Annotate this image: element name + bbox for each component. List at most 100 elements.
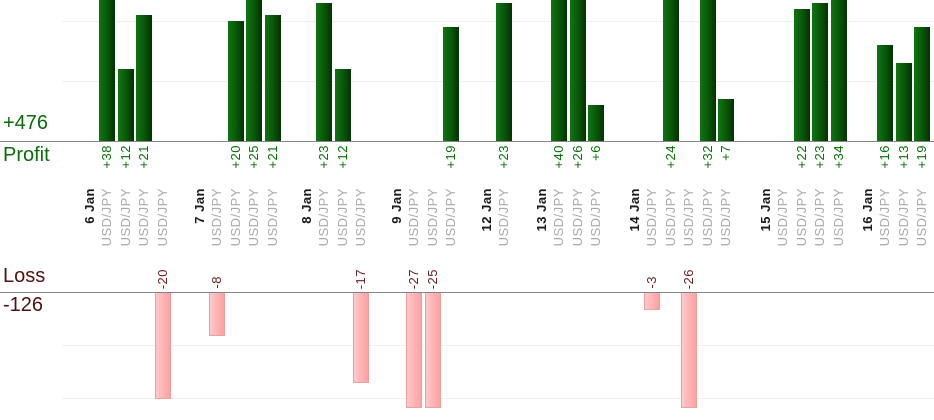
date-group: 16 Jan USD/JPY +16 USD/JPY +13 USD/JPY +19: [860, 0, 932, 420]
profit-value-label: +20: [227, 145, 243, 169]
profit-value-label: +22: [793, 145, 809, 169]
profit-value-label: +13: [895, 145, 911, 169]
gridline: [62, 345, 934, 346]
loss-value-label: -26: [681, 268, 696, 289]
loss-bar: [681, 293, 697, 408]
profit-bar: [718, 99, 734, 141]
profit-value-label: +23: [812, 145, 827, 169]
symbol-label: USD/JPY: [334, 188, 350, 247]
date-label: 13 Jan: [534, 188, 549, 232]
profit-value-label: +24: [662, 145, 678, 169]
date-label: 15 Jan: [758, 188, 773, 232]
profit-bar: [99, 0, 115, 141]
symbol-label: USD/JPY: [662, 188, 678, 247]
symbol-label: USD/JPY: [830, 188, 846, 247]
profit-value-label: +16: [877, 145, 892, 169]
symbol-label: USD/JPY: [227, 188, 243, 247]
profit-value-label: +21: [264, 145, 280, 169]
profit-value-label: +19: [443, 145, 458, 169]
symbol-label: USD/JPY: [443, 188, 458, 247]
profit-bar: [699, 0, 716, 141]
profit-bar: [443, 27, 459, 141]
date-group: 14 Jan USD/JPY -3 USD/JPY +24 USD/JPY -26 USD/J…: [627, 0, 736, 420]
symbol-label: USD/JPY: [551, 188, 566, 247]
loss-value-label: -20: [154, 268, 170, 289]
profit-bar: [334, 69, 351, 141]
date-label: 12 Jan: [479, 188, 494, 232]
symbol-label: USD/JPY: [914, 188, 929, 247]
loss-value-label: -25: [424, 268, 440, 289]
loss-total: -126: [3, 294, 44, 316]
profit-axis-line: [0, 141, 934, 142]
date-group: 8 Jan USD/JPY +23 USD/JPY +12 USD/JPY -17: [299, 0, 371, 420]
symbol-label: USD/JPY: [877, 188, 892, 247]
profit-bar: [136, 15, 152, 141]
profit-bar: [551, 0, 567, 141]
profit-value-label: +19: [914, 145, 929, 169]
date-group: 9 Jan USD/JPY -27 USD/JPY -25 USD/JPY +19: [389, 0, 461, 420]
date-group: 12 Jan USD/JPY +23: [479, 0, 514, 420]
profit-bar: [830, 0, 847, 141]
profit-value-label: +32: [699, 145, 715, 169]
symbol-label: USD/JPY: [496, 188, 511, 247]
profit-value-label: +34: [830, 145, 846, 169]
date-group: 15 Jan USD/JPY USD/JPY +22 USD/JPY +23 USD/JPY…: [758, 0, 848, 420]
symbol-label: USD/JPY: [569, 188, 585, 247]
loss-bar: [406, 293, 422, 408]
loss-bar: [424, 293, 441, 408]
symbol-label: USD/JPY: [136, 188, 151, 247]
profit-value-label: +40: [551, 145, 566, 169]
symbol-label: USD/JPY: [718, 188, 733, 247]
profit-total: +476: [3, 112, 49, 134]
profit-bar: [264, 15, 281, 141]
date-label: 14 Jan: [627, 188, 642, 232]
profit-bar: [316, 3, 332, 141]
symbol-label: USD/JPY: [353, 188, 368, 247]
date-label: 8 Jan: [299, 188, 314, 224]
symbol-label: USD/JPY: [812, 188, 827, 247]
loss-axis-line: [0, 292, 934, 293]
symbol-label: USD/JPY: [644, 188, 659, 247]
symbol-label: USD/JPY: [99, 188, 114, 247]
profit-value-label: +23: [316, 145, 331, 169]
profit-value-label: +38: [99, 145, 114, 169]
profit-bar: [877, 45, 893, 141]
profit-bar: [246, 0, 262, 141]
profit-axis-label: Profit: [3, 144, 50, 166]
symbol-label: USD/JPY: [154, 188, 170, 247]
profit-value-label: +12: [334, 145, 350, 169]
date-label: 6 Jan: [82, 188, 97, 224]
loss-axis-label: Loss: [3, 265, 46, 287]
profit-value-label: +23: [496, 145, 511, 169]
date-label: 16 Jan: [860, 188, 875, 232]
symbol-label: USD/JPY: [264, 188, 280, 247]
date-group: 6 Jan USD/JPY +38 USD/JPY +12 USD/JPY +21 USD/J…: [82, 0, 172, 420]
profit-bar: [227, 21, 244, 141]
profit-bar: [793, 9, 810, 141]
profit-value-label: +26: [569, 145, 585, 169]
date-group: 13 Jan USD/JPY +40 USD/JPY +26 USD/JPY +6: [534, 0, 606, 420]
symbol-label: USD/JPY: [316, 188, 331, 247]
profit-value-label: +7: [718, 145, 733, 161]
symbol-label: USD/JPY: [681, 188, 696, 247]
profit-bar: [662, 0, 679, 141]
profit-value-label: +12: [117, 145, 133, 169]
loss-value-label: -8: [209, 276, 224, 289]
symbol-label: USD/JPY: [117, 188, 133, 247]
loss-bar: [154, 293, 171, 399]
symbol-label: USD/JPY: [424, 188, 440, 247]
symbol-label: USD/JPY: [588, 188, 603, 247]
symbol-label: USD/JPY: [793, 188, 809, 247]
date-label: 7 Jan: [192, 188, 207, 224]
profit-bar: [117, 69, 134, 141]
profit-value-label: +21: [136, 145, 151, 169]
loss-bar: [209, 293, 225, 336]
profit-bar: [496, 3, 512, 141]
loss-bar: [353, 293, 369, 384]
date-label: 9 Jan: [389, 188, 404, 224]
loss-value-label: -27: [406, 268, 421, 289]
symbol-label: USD/JPY: [895, 188, 911, 247]
profit-bar: [914, 27, 930, 141]
